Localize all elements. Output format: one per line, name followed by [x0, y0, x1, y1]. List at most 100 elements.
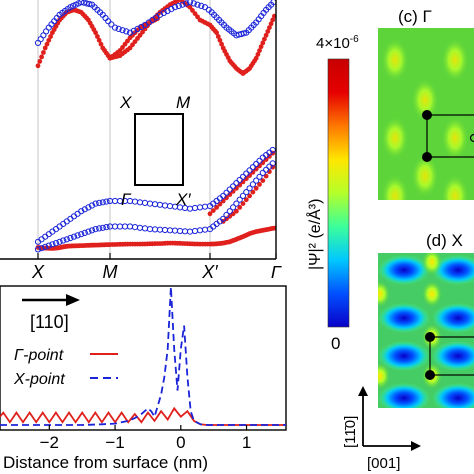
band-point-s1-b0	[74, 232, 81, 239]
band-point-s1-b1	[131, 198, 139, 205]
direction-label-001: [001]	[367, 455, 400, 472]
band-point-s1-b0	[78, 231, 85, 238]
band-point-s1-b1	[56, 223, 63, 230]
band-tick-label-2: X′	[201, 262, 218, 282]
band-point-s1-b0	[52, 240, 60, 247]
band-data-points	[34, 0, 276, 253]
band-point-s1-b0	[56, 238, 63, 245]
band-point-s0-b4	[237, 205, 243, 210]
map-c-spot	[411, 154, 439, 198]
band-point-s1-b0	[186, 228, 194, 235]
profile-x-ticks: −2 −1 0 1	[40, 425, 251, 452]
band-point-s0-b4	[247, 193, 253, 199]
band-point-s1-b0	[233, 200, 240, 207]
band-point-s1-b0	[92, 226, 99, 233]
band-point-s0-b1	[35, 63, 41, 69]
band-point-s0-b2	[215, 34, 221, 39]
band-tick-label-0: X	[31, 262, 45, 282]
band-point-s1-b3	[270, 0, 276, 6]
band-point-s1-b2	[105, 18, 112, 25]
band-point-s0-b4	[243, 197, 249, 203]
band-tick-label-1: M	[103, 262, 118, 282]
density-profile-panel: −2 −1 0 1 Distance from surface (nm) [110] …	[0, 285, 287, 472]
band-point-s1-b1	[196, 204, 204, 211]
band-point-s0-b4	[257, 182, 262, 187]
band-point-s0-b2	[214, 30, 220, 36]
band-point-s1-b0	[263, 166, 270, 173]
band-point-s1-b1	[156, 201, 164, 208]
profile-tick-label-3: 1	[242, 433, 251, 452]
band-point-s1-b1	[85, 204, 92, 211]
band-point-s1-b1	[239, 173, 247, 180]
band-point-s1-b1	[253, 160, 260, 168]
band-point-s1-b0	[49, 241, 56, 248]
band-point-s1-b3	[190, 0, 197, 7]
band-point-s1-b2	[111, 24, 119, 31]
profile-x-axis-label: Distance from surface (nm)	[3, 453, 208, 472]
band-tick-label-3: Γ	[271, 262, 282, 282]
band-point-s1-b3	[183, 0, 190, 7]
band-point-s0-b2	[255, 52, 261, 57]
band-point-s0-b4	[250, 189, 256, 195]
band-point-s0-b1	[44, 41, 50, 47]
colorbar-max-label: 4×10-6	[316, 34, 359, 52]
map-d-low	[378, 255, 430, 285]
band-point-s0-b2	[272, 13, 276, 19]
band-point-s1-b1	[226, 186, 233, 193]
map-d-spot	[378, 363, 390, 389]
map-d-low	[432, 341, 474, 371]
band-point-s0-b1	[42, 45, 48, 51]
band-point-s1-b3	[186, 0, 194, 6]
band-point-s0-b4	[253, 185, 259, 191]
band-point-s1-b1	[78, 208, 85, 215]
band-point-s1-b3	[198, 2, 205, 9]
band-point-s1-b3	[171, 4, 179, 11]
band-point-s1-b0	[266, 163, 273, 170]
band-point-s1-b0	[63, 236, 70, 243]
band-point-s1-b1	[103, 198, 110, 205]
band-point-s0-b2	[257, 48, 262, 53]
band-point-s1-b0	[249, 181, 256, 188]
profile-legend	[90, 353, 118, 379]
band-point-s1-b1	[191, 204, 199, 212]
colorbar-title: |Ψ|² (e/Å³)	[305, 199, 324, 270]
band-point-s1-b0	[246, 185, 253, 192]
brillouin-zone-inset: X M Γ X′	[119, 93, 191, 209]
band-point-s1-b0	[42, 243, 49, 250]
band-point-s0-b1	[95, 34, 100, 39]
band-point-s1-b1	[136, 199, 144, 206]
direction-label-1bar10: [11̄0]	[342, 416, 359, 448]
band-point-s1-b1	[246, 167, 253, 174]
band-x-ticks: X M X′ Γ	[31, 253, 282, 282]
band-point-s0-b2	[253, 55, 259, 61]
map-c-spot	[441, 38, 469, 82]
band-point-s1-b0	[136, 224, 144, 231]
profile-line-1	[0, 286, 286, 426]
band-point-s1-b1	[201, 203, 209, 210]
band-point-s1-b1	[236, 176, 243, 184]
map-c-spot	[411, 78, 439, 122]
band-point-s1-b3	[194, 1, 201, 8]
profile-tick-label-2: 0	[176, 433, 185, 452]
legend-x-point: X-point	[13, 371, 65, 388]
band-point-s1-b0	[67, 234, 74, 242]
band-point-s1-b0	[196, 227, 204, 234]
band-point-s1-b2	[123, 28, 130, 35]
profile-tick-label-0: −2	[40, 433, 59, 452]
map-axes-arrows: [11̄0] [001]	[342, 386, 421, 472]
map-c-spot	[381, 116, 409, 160]
band-point-s1-b1	[249, 164, 256, 171]
profile-lines	[0, 286, 286, 426]
band-axes	[0, 0, 277, 260]
profile-line-0	[0, 406, 286, 426]
band-point-s0-b1	[46, 37, 52, 43]
band-point-s1-b1	[230, 183, 237, 190]
band-point-s0-b2	[219, 41, 225, 47]
band-point-s1-b0	[146, 226, 154, 233]
band-point-s0-b1	[93, 30, 98, 36]
band-point-s1-b0	[103, 224, 110, 231]
band-point-s1-b0	[111, 223, 119, 230]
band-point-s1-b3	[175, 2, 182, 9]
panel-c-label: (c) Γ	[398, 7, 432, 26]
band-point-s0-b3	[210, 208, 216, 214]
